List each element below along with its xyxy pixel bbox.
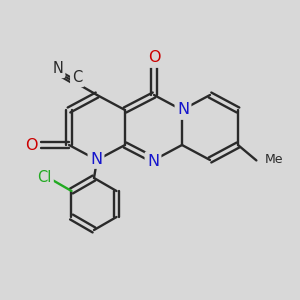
Text: N: N [90, 152, 102, 166]
Text: C: C [72, 70, 82, 85]
Text: O: O [148, 50, 160, 65]
Text: Cl: Cl [37, 169, 52, 184]
Text: Me: Me [264, 153, 283, 166]
Text: O: O [25, 137, 37, 152]
Text: N: N [52, 61, 63, 76]
Text: N: N [177, 103, 189, 118]
Text: N: N [147, 154, 159, 169]
